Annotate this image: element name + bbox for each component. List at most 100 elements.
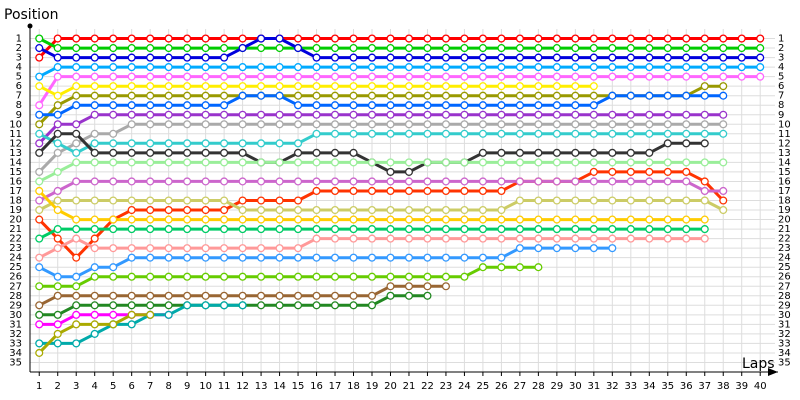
lap-marker	[404, 291, 414, 300]
lap-marker	[645, 167, 654, 176]
lap-marker	[312, 253, 321, 262]
lap-marker	[109, 320, 118, 329]
lap-marker	[275, 291, 284, 300]
lap-marker	[201, 101, 210, 110]
lap-marker	[608, 167, 617, 176]
lap-marker	[589, 82, 598, 91]
lap-marker	[423, 63, 432, 72]
lap-marker	[90, 320, 99, 329]
lap-marker	[441, 34, 450, 43]
lap-marker	[53, 186, 62, 196]
lap-marker	[460, 186, 469, 196]
lap-marker	[238, 196, 247, 205]
lap-marker	[719, 91, 728, 100]
y-tick-label-right: 33	[778, 338, 791, 349]
lap-marker	[367, 291, 377, 300]
lap-marker	[404, 72, 414, 81]
y-axis-title: Position	[4, 7, 59, 23]
lap-marker	[238, 177, 247, 186]
x-tick-label: 3	[73, 381, 79, 392]
lap-marker	[571, 44, 580, 53]
lap-marker	[682, 129, 691, 138]
lap-marker	[608, 129, 617, 138]
lap-marker	[183, 177, 192, 186]
y-tick-label-right: 17	[778, 186, 791, 197]
y-tick-label: 9	[16, 110, 22, 121]
y-tick-label-right: 22	[778, 234, 791, 245]
lap-marker	[478, 129, 487, 138]
lap-marker	[109, 53, 118, 62]
lap-marker	[589, 53, 598, 62]
lap-marker	[164, 291, 173, 300]
lap-marker	[534, 263, 543, 272]
lap-marker	[294, 148, 303, 157]
y-tick-label-right: 7	[778, 91, 784, 102]
lap-marker	[682, 34, 691, 43]
y-tick-label-right: 4	[778, 62, 784, 73]
x-tick-label: 38	[717, 381, 730, 392]
lap-marker	[294, 139, 303, 148]
lap-marker	[275, 72, 284, 81]
lap-marker	[127, 205, 136, 215]
lap-marker	[72, 310, 81, 319]
lap-marker	[423, 205, 432, 215]
lap-marker	[146, 272, 155, 281]
lap-marker	[164, 120, 173, 129]
lap-marker	[626, 91, 635, 100]
lap-marker	[275, 215, 284, 224]
series-line	[38, 65, 761, 78]
lap-marker	[589, 167, 598, 176]
lap-marker	[35, 53, 44, 62]
lap-marker	[552, 129, 561, 138]
lap-marker	[109, 82, 118, 91]
lap-marker	[109, 272, 118, 281]
lap-marker	[386, 53, 395, 62]
lap-marker	[367, 53, 377, 62]
lap-marker	[312, 186, 321, 196]
y-tick-label: 32	[9, 329, 22, 340]
lap-marker	[183, 139, 192, 148]
lap-marker	[72, 196, 81, 205]
lap-marker	[53, 44, 62, 53]
lap-marker	[589, 234, 598, 243]
x-tick-label: 1	[36, 381, 42, 392]
lap-marker	[756, 44, 765, 53]
y-tick-label-right: 35	[778, 357, 791, 368]
lap-marker	[220, 253, 229, 262]
lap-marker	[404, 44, 414, 53]
y-tick-label: 34	[9, 348, 22, 359]
lap-marker	[183, 34, 192, 43]
lap-marker	[312, 301, 321, 310]
lap-marker	[220, 301, 229, 310]
lap-marker	[330, 158, 340, 167]
lap-marker	[386, 167, 395, 176]
lap-marker	[201, 44, 210, 53]
lap-marker	[312, 63, 321, 72]
lap-marker	[386, 91, 395, 100]
y-tick-label: 23	[9, 243, 22, 254]
lap-marker	[423, 120, 432, 129]
lap-marker	[72, 34, 81, 43]
lap-marker	[349, 177, 358, 186]
lap-marker	[349, 215, 358, 224]
lap-marker	[682, 53, 691, 62]
lap-marker	[127, 63, 136, 72]
y-tick-label-right: 27	[778, 281, 791, 292]
lap-marker	[183, 301, 192, 310]
lap-marker	[460, 225, 469, 234]
lap-marker	[423, 101, 432, 110]
lap-marker	[645, 34, 654, 43]
x-tick-label: 20	[384, 381, 397, 392]
lap-marker	[164, 244, 173, 253]
lap-marker	[608, 63, 617, 72]
lap-marker	[238, 139, 247, 148]
lap-marker	[164, 139, 173, 148]
lap-marker	[53, 148, 62, 157]
lap-marker	[201, 253, 210, 262]
y-tick-label: 14	[9, 157, 22, 168]
lap-marker	[257, 291, 266, 300]
lap-marker	[367, 301, 377, 310]
lap-marker	[478, 158, 487, 167]
lap-marker	[478, 253, 487, 262]
lap-marker	[183, 110, 192, 119]
